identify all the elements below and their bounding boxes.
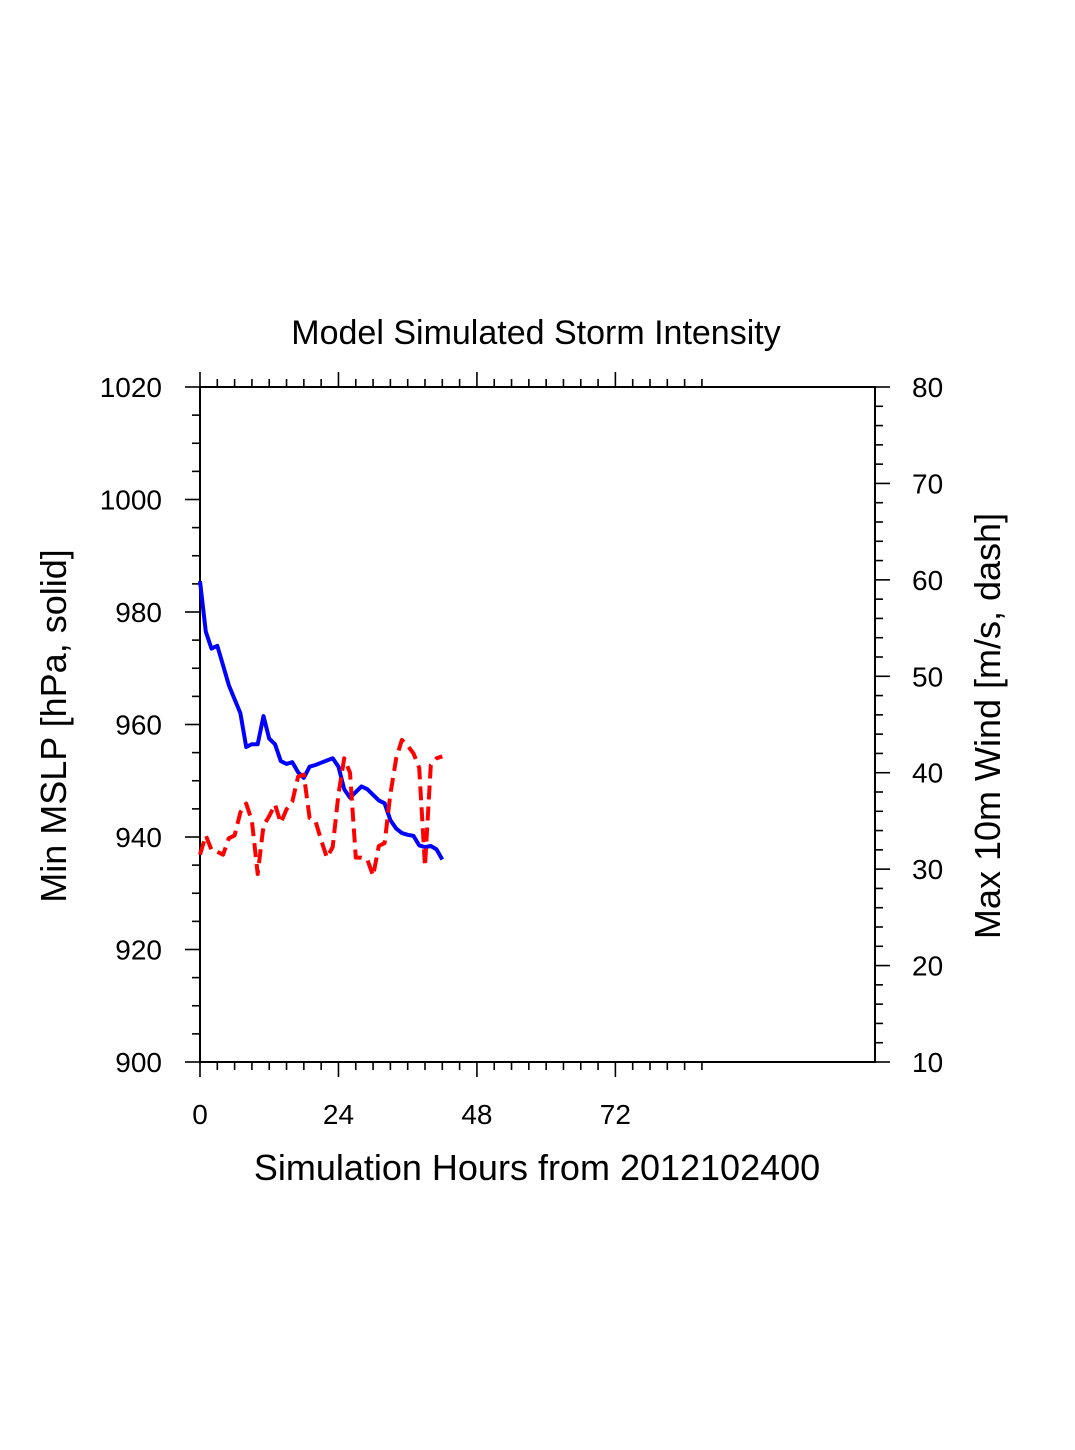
y-right-tick-label: 40 [912, 758, 943, 789]
y-right-tick-label: 10 [912, 1047, 943, 1078]
x-tick-label: 48 [461, 1099, 492, 1130]
x-axis-bottom-ticks [199, 1062, 703, 1077]
x-tick-label: 72 [600, 1099, 631, 1130]
y-left-tick-label: 920 [115, 935, 162, 966]
y-right-tick-label: 20 [912, 951, 943, 982]
plot-frame [199, 386, 876, 1063]
x-tick-label: 24 [323, 1099, 354, 1130]
min-mslp-series-line [198, 580, 445, 861]
y-axis-left-label: Min MSLP [hPa, solid] [33, 549, 74, 903]
y-left-tick-label: 980 [115, 597, 162, 628]
y-left-tick-label: 1000 [100, 485, 162, 516]
y-right-tick-label: 30 [912, 854, 943, 885]
y-right-tick-label: 60 [912, 565, 943, 596]
y-axis-right-ticks [875, 386, 890, 1063]
y-left-tick-labels: 900 920 940 960 980 1000 1020 [100, 372, 162, 1078]
x-tick-label: 0 [192, 1099, 208, 1130]
y-axis-right-label: Max 10m Wind [m/s, dash] [967, 513, 1008, 939]
y-left-tick-label: 1020 [100, 372, 162, 403]
x-tick-labels: 0 24 48 72 [192, 1099, 631, 1130]
y-right-tick-label: 50 [912, 661, 943, 692]
y-left-tick-label: 940 [115, 822, 162, 853]
y-left-tick-label: 960 [115, 710, 162, 741]
y-right-tick-labels: 10 20 30 40 50 60 70 80 [912, 372, 943, 1078]
y-right-tick-label: 70 [912, 468, 943, 499]
chart-title: Model Simulated Storm Intensity [291, 314, 780, 352]
max-wind-series-line [198, 737, 443, 878]
x-axis-label: Simulation Hours from 2012102400 [254, 1147, 820, 1188]
y-right-tick-label: 80 [912, 372, 943, 403]
y-axis-left-ticks [185, 386, 200, 1063]
x-axis-top-ticks [199, 372, 703, 387]
series-group [198, 580, 445, 878]
y-left-tick-label: 900 [115, 1047, 162, 1078]
